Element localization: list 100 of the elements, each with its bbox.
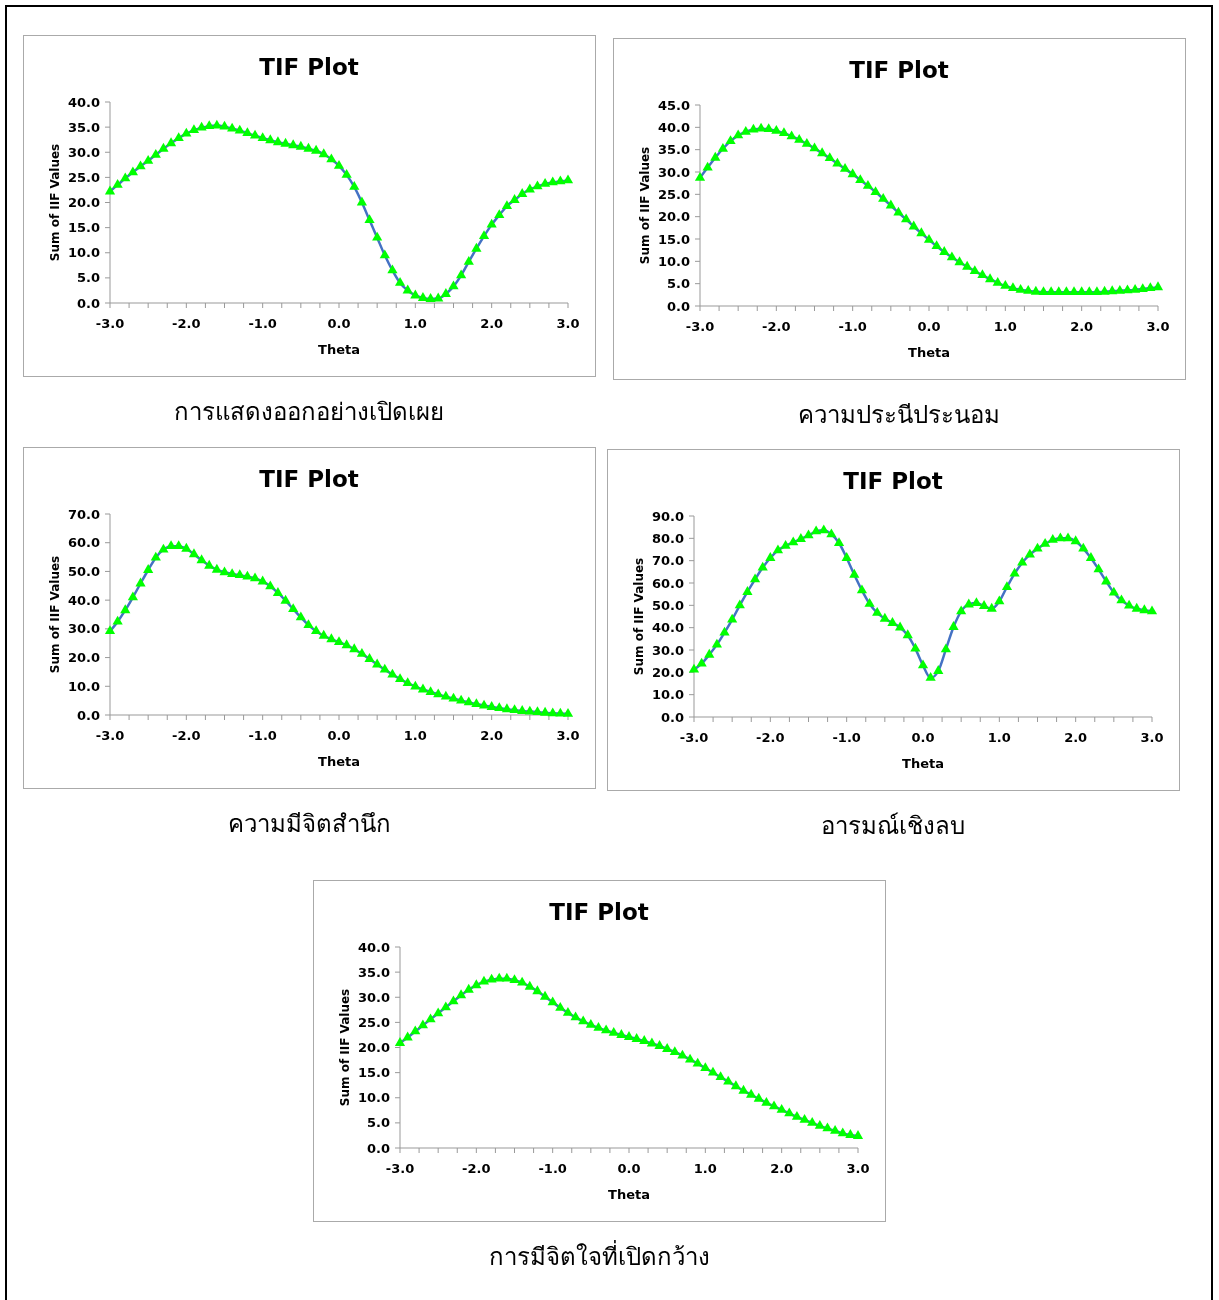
y-tick-label: 10.0 bbox=[651, 687, 684, 703]
y-tick-label: 35.0 bbox=[67, 119, 100, 135]
x-tick-label: 1.0 bbox=[403, 728, 427, 743]
x-tick-label: -3.0 bbox=[95, 316, 125, 331]
chart-title: TIF Plot bbox=[259, 466, 359, 492]
y-tick-label: 35.0 bbox=[357, 964, 390, 980]
y-tick-label: 0.0 bbox=[76, 707, 100, 723]
text: ความมีจิตสำนึก bbox=[227, 810, 391, 838]
chart-title: TIF Plot bbox=[549, 899, 649, 925]
x-tick-label: 0.0 bbox=[327, 728, 351, 743]
chart-title: TIF Plot bbox=[843, 468, 943, 494]
y-tick-label: 20.0 bbox=[67, 650, 100, 666]
y-tick-label: 10.0 bbox=[357, 1090, 390, 1106]
x-tick-label: -3.0 bbox=[679, 730, 709, 745]
y-tick-label: 25.0 bbox=[357, 1014, 390, 1030]
y-tick-label: 15.0 bbox=[357, 1065, 390, 1081]
y-tick-label: 30.0 bbox=[357, 989, 390, 1005]
x-tick-label: 2.0 bbox=[480, 316, 504, 331]
x-tick-label: 0.0 bbox=[327, 316, 351, 331]
y-tick-label: 70.0 bbox=[67, 506, 100, 522]
y-tick-label: 30.0 bbox=[67, 621, 100, 637]
x-tick-label: -1.0 bbox=[838, 319, 867, 334]
x-tick-label: 1.0 bbox=[987, 730, 1011, 745]
y-tick-label: 15.0 bbox=[67, 220, 100, 236]
text: อารมณ์เชิงลบ bbox=[821, 812, 965, 840]
y-axis-title: Sum of IIF Values bbox=[48, 555, 62, 674]
y-tick-label: 70.0 bbox=[651, 553, 684, 569]
y-tick-label: 30.0 bbox=[657, 164, 690, 180]
y-tick-label: 60.0 bbox=[67, 535, 100, 551]
x-tick-label: 3.0 bbox=[556, 316, 580, 331]
x-axis-title: Theta bbox=[902, 756, 944, 771]
y-tick-label: 5.0 bbox=[76, 270, 100, 286]
x-tick-label: -2.0 bbox=[756, 730, 785, 745]
y-tick-label: 0.0 bbox=[366, 1140, 390, 1156]
x-tick-label: 3.0 bbox=[846, 1161, 870, 1176]
y-tick-label: 20.0 bbox=[651, 664, 684, 680]
x-tick-label: 3.0 bbox=[1140, 730, 1164, 745]
y-tick-label: 50.0 bbox=[651, 597, 684, 613]
y-tick-label: 25.0 bbox=[67, 169, 100, 185]
y-tick-label: 0.0 bbox=[76, 295, 100, 311]
y-tick-label: 30.0 bbox=[651, 642, 684, 658]
y-axis-title: Sum of IIF Values bbox=[338, 988, 352, 1107]
x-tick-label: -2.0 bbox=[172, 316, 201, 331]
y-tick-label: 60.0 bbox=[651, 575, 684, 591]
y-axis-title: Sum of IIF Values bbox=[638, 146, 652, 265]
x-tick-label: 2.0 bbox=[1064, 730, 1088, 745]
x-tick-label: 1.0 bbox=[403, 316, 427, 331]
x-tick-label: 0.0 bbox=[617, 1161, 641, 1176]
x-tick-label: 2.0 bbox=[770, 1161, 794, 1176]
x-axis-title: Theta bbox=[318, 754, 360, 769]
text: ความประนีประนอม bbox=[798, 401, 1000, 429]
y-tick-label: 5.0 bbox=[366, 1115, 390, 1131]
x-axis-title: Theta bbox=[318, 342, 360, 357]
x-tick-label: -1.0 bbox=[538, 1161, 567, 1176]
x-tick-label: 0.0 bbox=[911, 730, 935, 745]
x-tick-label: 1.0 bbox=[693, 1161, 717, 1176]
y-axis-title: Sum of IIF Values bbox=[632, 557, 646, 676]
x-tick-label: 0.0 bbox=[917, 319, 941, 334]
x-tick-label: -3.0 bbox=[685, 319, 715, 334]
y-tick-label: 5.0 bbox=[666, 276, 690, 292]
chart-title: TIF Plot bbox=[259, 54, 359, 80]
y-tick-label: 40.0 bbox=[657, 119, 690, 135]
x-tick-label: 3.0 bbox=[556, 728, 580, 743]
text: การมีจิตใจที่เปิดกว้าง bbox=[488, 1240, 710, 1271]
y-tick-label: 40.0 bbox=[67, 94, 100, 110]
text: การแสดงออกอย่างเปิดเผย bbox=[174, 398, 444, 426]
x-tick-label: 2.0 bbox=[480, 728, 504, 743]
x-tick-label: 1.0 bbox=[993, 319, 1017, 334]
y-tick-label: 45.0 bbox=[657, 97, 690, 113]
x-tick-label: -1.0 bbox=[248, 316, 277, 331]
y-tick-label: 40.0 bbox=[67, 592, 100, 608]
y-tick-label: 90.0 bbox=[651, 508, 684, 524]
y-tick-label: 20.0 bbox=[657, 209, 690, 225]
y-tick-label: 40.0 bbox=[651, 620, 684, 636]
x-tick-label: 3.0 bbox=[1146, 319, 1170, 334]
y-tick-label: 35.0 bbox=[657, 142, 690, 158]
x-tick-label: -1.0 bbox=[248, 728, 277, 743]
y-tick-label: 10.0 bbox=[67, 678, 100, 694]
y-tick-label: 15.0 bbox=[657, 231, 690, 247]
y-tick-label: 50.0 bbox=[67, 563, 100, 579]
x-axis-title: Theta bbox=[608, 1187, 650, 1202]
x-tick-label: 2.0 bbox=[1070, 319, 1094, 334]
y-tick-label: 30.0 bbox=[67, 144, 100, 160]
y-tick-label: 10.0 bbox=[67, 245, 100, 261]
y-axis-title: Sum of IIF Values bbox=[48, 143, 62, 262]
x-tick-label: -1.0 bbox=[832, 730, 861, 745]
y-tick-label: 20.0 bbox=[67, 195, 100, 211]
y-tick-label: 0.0 bbox=[666, 298, 690, 314]
x-axis-title: Theta bbox=[908, 345, 950, 360]
y-tick-label: 40.0 bbox=[357, 939, 390, 955]
y-tick-label: 20.0 bbox=[357, 1040, 390, 1056]
chart-title: TIF Plot bbox=[849, 57, 949, 83]
y-tick-label: 80.0 bbox=[651, 530, 684, 546]
x-tick-label: -2.0 bbox=[172, 728, 201, 743]
x-tick-label: -3.0 bbox=[385, 1161, 415, 1176]
x-tick-label: -2.0 bbox=[762, 319, 791, 334]
x-tick-label: -3.0 bbox=[95, 728, 125, 743]
y-tick-label: 0.0 bbox=[660, 709, 684, 725]
y-tick-label: 10.0 bbox=[657, 253, 690, 269]
x-tick-label: -2.0 bbox=[462, 1161, 491, 1176]
